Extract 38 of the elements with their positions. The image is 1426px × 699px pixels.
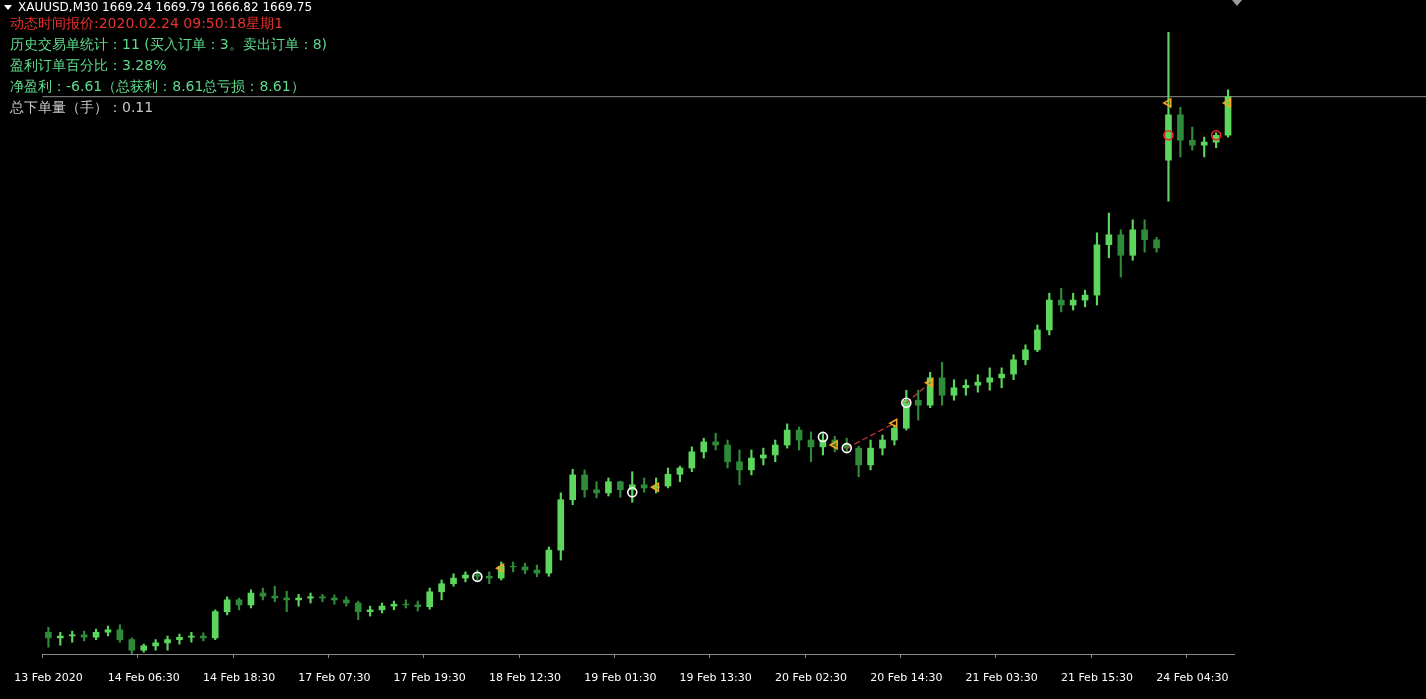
candlestick	[164, 635, 171, 651]
point	[626, 486, 638, 498]
point	[1210, 129, 1222, 141]
x-tick-label: 21 Feb 15:30	[1060, 671, 1134, 685]
point	[829, 440, 838, 450]
annotation: 盈利订单百分比：3.28%	[10, 57, 167, 73]
x-tick-label: 14 Feb 06:30	[107, 671, 180, 685]
point	[495, 563, 505, 573]
point	[1222, 98, 1232, 108]
x-tick-label: 19 Feb 01:30	[584, 671, 657, 685]
candlestick	[593, 481, 600, 499]
x-tick-label: 18 Feb 12:30	[488, 671, 562, 685]
point	[841, 442, 853, 454]
x-tick-label: 20 Feb 14:30	[870, 671, 943, 685]
x-tick-label: 20 Feb 02:30	[774, 671, 848, 685]
x-tick-label: 24 Feb 04:30	[1156, 671, 1229, 685]
point	[1163, 129, 1174, 141]
candlestick	[736, 449, 743, 486]
chart-title: XAUUSD,M30 1669.24 1669.79 1666.82 1669.75	[18, 0, 313, 14]
point	[924, 378, 934, 388]
x-tick-label: 21 Feb 03:30	[965, 671, 1038, 685]
point	[1163, 98, 1172, 108]
text: 动态时间报价:2020.02.24 09:50:18星期1	[10, 15, 284, 31]
x-tick-label: 19 Feb 13:30	[679, 671, 752, 685]
candlestick	[319, 593, 326, 603]
annotation: 历史交易单统计：11 (买入订单：3。卖出订单：8)	[10, 36, 328, 52]
candlestick	[1165, 32, 1172, 202]
x-tick-label: 14 Feb 18:30	[202, 671, 276, 685]
candlestick	[307, 592, 314, 604]
x-tick-label: 17 Feb 07:30	[298, 671, 371, 685]
point	[901, 397, 912, 409]
point	[817, 431, 829, 443]
annotation: 净盈利：-6.61（总获利：8.61总亏损：8.61）	[10, 78, 305, 94]
x-tick-label: 17 Feb 19:30	[393, 671, 466, 685]
point	[889, 418, 898, 428]
annotation: 总下单量（手）：0.11	[10, 99, 154, 115]
candlestick	[176, 633, 183, 645]
x-tick-label: 13 Feb 2020	[14, 671, 83, 685]
